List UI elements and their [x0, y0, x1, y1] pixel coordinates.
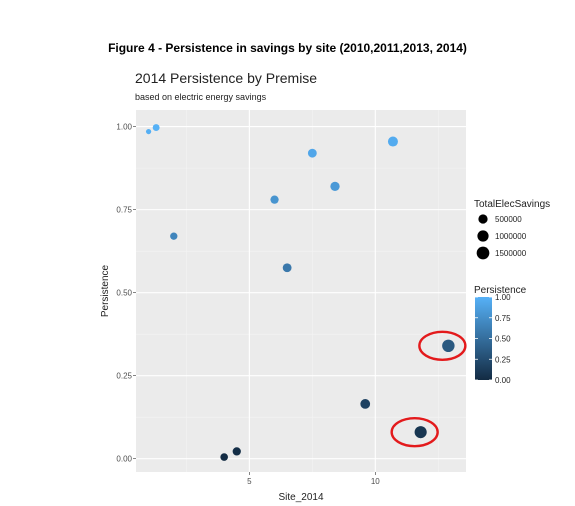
highlight-ellipse [390, 416, 439, 448]
colorbar-label: 0.00 [495, 376, 511, 385]
data-point [307, 148, 317, 158]
data-point [152, 124, 160, 132]
data-point [145, 128, 152, 135]
data-point [414, 426, 427, 439]
y-tick-label: 0.50 [116, 289, 132, 298]
size-legend-key [478, 214, 488, 224]
colorbar-label: 0.75 [495, 314, 511, 323]
data-point [330, 181, 340, 192]
data-point [220, 453, 228, 461]
data-point [360, 399, 371, 409]
y-tick-label: 0.00 [116, 455, 132, 464]
data-point [282, 263, 292, 273]
size-legend-label: 500000 [495, 215, 522, 224]
grid-lines [136, 110, 466, 472]
size-legend-label: 1500000 [495, 249, 527, 258]
size-legend-label: 1000000 [495, 232, 527, 241]
x-axis-title: Site_2014 [278, 492, 323, 503]
data-point [442, 339, 455, 353]
size-legend-key [477, 230, 489, 242]
x-tick-label: 10 [371, 477, 380, 486]
axis-ticks: 0.00 0.25 0.50 0.75 1.00 5 10 [116, 123, 380, 486]
plot-panel [136, 110, 466, 472]
size-legend-key [476, 246, 490, 260]
y-axis-title: Persistence [100, 264, 111, 317]
plot-subtitle: based on electric energy savings [135, 92, 267, 102]
y-tick-label: 0.75 [116, 206, 132, 215]
data-point [232, 447, 241, 456]
x-tick-label: 5 [247, 477, 252, 486]
colorbar-label: 1.00 [495, 293, 511, 302]
data-points [145, 124, 455, 461]
plot-title: 2014 Persistence by Premise [135, 70, 318, 86]
highlight-circles [390, 330, 467, 448]
size-legend: TotalElecSavings 500000 1000000 1500000 [474, 199, 550, 260]
colorbar [475, 297, 492, 380]
data-point [170, 232, 178, 240]
y-tick-label: 1.00 [116, 123, 132, 132]
highlight-ellipse [418, 330, 467, 361]
data-point [387, 136, 398, 147]
y-tick-label: 0.25 [116, 372, 132, 381]
color-legend: Persistence 1.00 0.75 0.50 0.25 0.00 [474, 285, 527, 385]
color-legend-title: Persistence [474, 285, 527, 296]
data-point [270, 195, 279, 204]
size-legend-title: TotalElecSavings [474, 199, 550, 210]
colorbar-label: 0.50 [495, 335, 511, 344]
colorbar-label: 0.25 [495, 355, 511, 364]
figure-title: Figure 4 - Persistence in savings by sit… [108, 41, 467, 55]
